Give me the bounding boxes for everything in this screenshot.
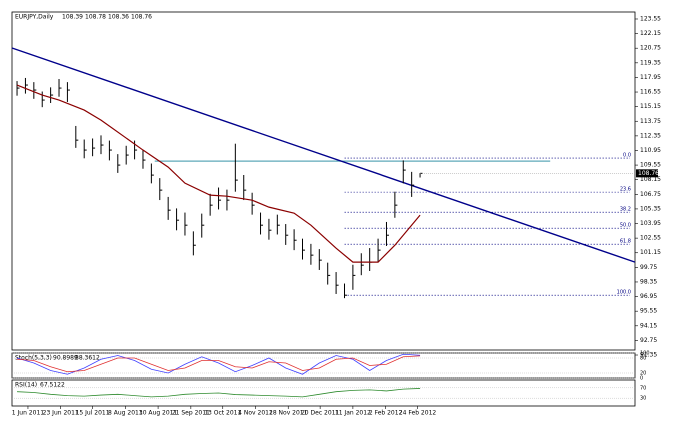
- trendline: [11, 47, 636, 263]
- stoch-main-value: 90.8989: [53, 355, 78, 362]
- fib-label: 100.0: [617, 290, 631, 296]
- rsi-tick-label: 70: [640, 385, 646, 391]
- y-tick-label: 106.75: [640, 191, 661, 198]
- fib-label: 38.2: [620, 207, 631, 213]
- x-tick-label: 24 Feb 2012: [399, 410, 437, 417]
- x-tick-label: 1 Jun 2011: [12, 410, 44, 417]
- price-box: [636, 169, 658, 178]
- x-tick-label: 23 Jun 2011: [43, 410, 79, 417]
- x-tick-label: 21 Sep 2011: [172, 410, 210, 417]
- y-tick-label: 94.15: [640, 322, 657, 329]
- x-tick-label: 13 Oct 2011: [204, 410, 241, 417]
- y-tick-label: 92.75: [640, 337, 657, 344]
- rsi-panel: [11, 379, 636, 407]
- stoch-line: [16, 353, 421, 375]
- x-tick-label: 11 Jan 2012: [335, 410, 371, 417]
- fib-label: 23.6: [620, 187, 631, 193]
- y-tick-label: 103.95: [640, 220, 661, 227]
- rsi-name: RSI(14): [15, 382, 37, 389]
- y-tick-label: 113.75: [640, 118, 661, 125]
- main-panel: [11, 11, 636, 351]
- x-tick-label: 30 Aug 2011: [139, 410, 178, 417]
- rsi-tick-label: 30: [640, 396, 646, 402]
- symbol: EURJPY,Daily: [15, 14, 54, 21]
- open: 108.39: [62, 14, 83, 21]
- rsi-value: 67.5122: [40, 382, 65, 389]
- y-tick-label: 123.55: [640, 15, 661, 22]
- y-tick-label: 91.35: [640, 352, 657, 359]
- y-tick-label: 117.95: [640, 74, 661, 81]
- y-tick-label: 110.95: [640, 147, 661, 154]
- y-tick-label: 98.35: [640, 278, 657, 285]
- y-tick-label: 116.55: [640, 89, 661, 96]
- close: 108.76: [131, 14, 152, 21]
- rsi-line: [17, 388, 421, 398]
- high: 108.78: [85, 14, 106, 21]
- y-tick-label: 101.15: [640, 249, 661, 256]
- y-tick-label: 109.55: [640, 162, 661, 169]
- x-tick-label: 15 Jul 2011: [76, 410, 110, 417]
- y-tick-label: 105.35: [640, 205, 661, 212]
- low: 108.36: [108, 14, 129, 21]
- x-tick-label: 2 Feb 2012: [369, 410, 403, 417]
- y-tick-label: 112.35: [640, 132, 661, 139]
- x-tick-label: 8 Aug 2011: [108, 410, 143, 417]
- stoch-signal-value: 88.3612: [75, 355, 100, 362]
- y-tick-label: 120.75: [640, 45, 661, 52]
- y-tick-label: 99.75: [640, 264, 657, 271]
- fib-label: 61.8: [620, 239, 631, 245]
- y-tick-label: 102.55: [640, 235, 661, 242]
- header: EURJPY,Daily 108.39 108.78 108.36 108.76: [15, 14, 152, 21]
- y-tick-label: 96.95: [640, 293, 657, 300]
- moving-average: [16, 84, 421, 263]
- stoch-name: Stoch(5,3,3): [15, 355, 52, 362]
- stoch-tick-label: 100: [640, 351, 650, 357]
- y-tick-label: 115.15: [640, 103, 661, 110]
- x-tick-label: 4 Nov 2011: [238, 410, 273, 417]
- y-tick-label: 108.15: [640, 176, 661, 183]
- y-tick-label: 95.55: [640, 308, 657, 315]
- x-tick-label: 20 Dec 2011: [301, 410, 340, 417]
- x-tick-label: 28 Nov 2011: [269, 410, 308, 417]
- stoch-panel: [11, 352, 636, 379]
- y-tick-label: 122.15: [640, 30, 661, 37]
- stoch-tick-label: 80: [640, 356, 646, 362]
- stoch-tick-label: 0: [640, 376, 643, 382]
- stoch-line: [17, 355, 421, 373]
- fib-label: 0.0: [623, 153, 631, 159]
- stoch-tick-label: 20: [640, 371, 646, 377]
- y-tick-label: 119.35: [640, 59, 661, 66]
- price-label: 108.76: [638, 170, 659, 177]
- fib-label: 50.0: [620, 223, 631, 229]
